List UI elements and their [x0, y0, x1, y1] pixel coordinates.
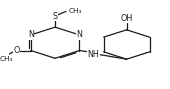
Text: S: S — [53, 12, 58, 21]
Text: N: N — [76, 30, 82, 39]
Text: N: N — [28, 30, 34, 39]
Text: OH: OH — [121, 14, 133, 23]
Text: CH₃: CH₃ — [0, 56, 13, 62]
Text: O: O — [13, 46, 20, 55]
Text: CH₃: CH₃ — [69, 8, 82, 14]
Text: NH: NH — [88, 50, 99, 59]
